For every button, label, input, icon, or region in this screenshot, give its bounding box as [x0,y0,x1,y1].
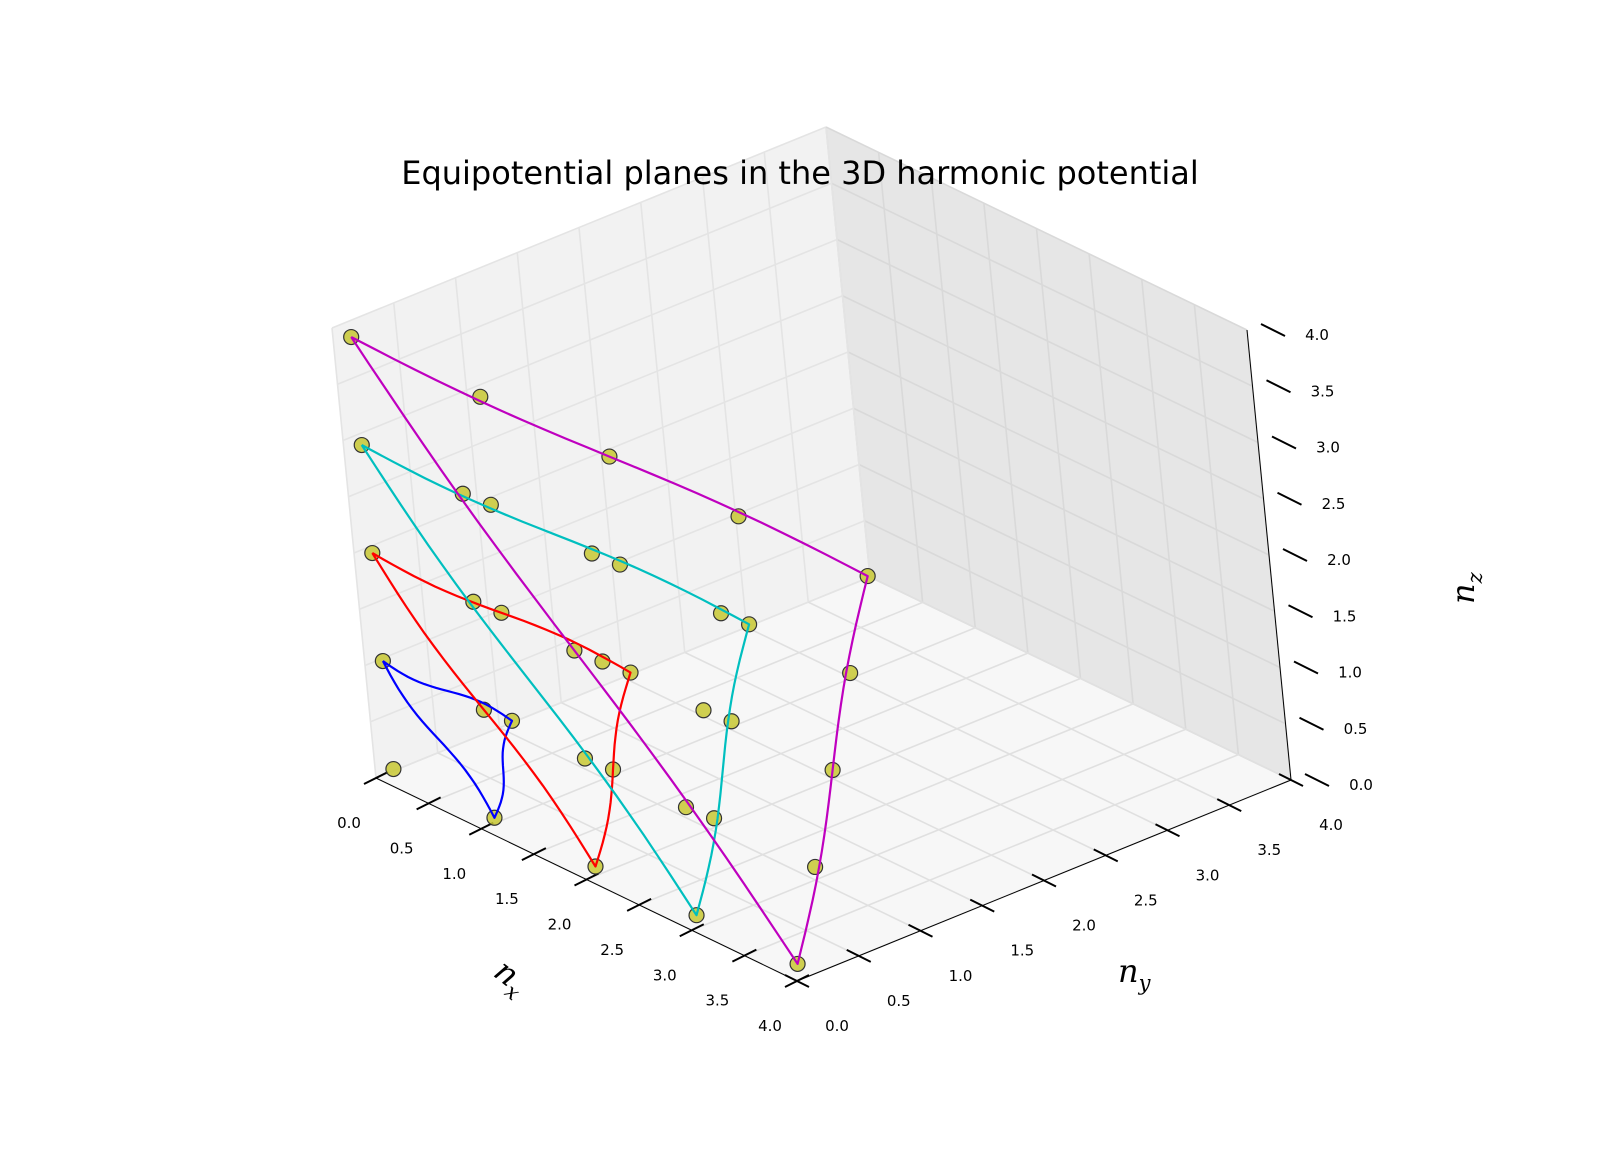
x-tick [731,948,757,963]
y-tick-label: 0.5 [887,992,911,1010]
y-tick [1031,873,1057,888]
z-tick [1288,604,1313,619]
y-tick [908,923,933,938]
y-tick-label: 0.0 [825,1017,849,1035]
grid-line [701,177,748,628]
z-tick [1260,323,1286,337]
grid-line [836,238,1259,444]
grid-line [342,238,838,442]
grid-line [763,152,810,603]
grid-line [337,182,832,385]
grid-line [638,703,1134,906]
grid-line [807,601,1230,806]
y-tick [1093,848,1119,863]
y-tick-label: 1.5 [1010,942,1034,960]
grid-line [1088,253,1134,704]
y-tick-label: 2.0 [1072,917,1096,935]
y-tick [1278,773,1304,787]
z-tick-label: 2.5 [1322,495,1346,513]
tick-marks: 0.0 0.0 0.0 0.5 0.5 0.5 1.0 1.0 1.0 1.5 1.5 1.5 2.0 2… [337,323,1373,1035]
grid-line [825,126,871,578]
x-tick [521,847,547,862]
z-tick [1277,491,1302,506]
x-tick-label: 4.0 [758,1017,782,1035]
grid-line [331,126,827,329]
grid-line [825,126,1248,331]
z-tick [1271,435,1297,450]
z-tick-label: 0.5 [1344,720,1368,738]
x-tick-label: 3.5 [705,992,729,1010]
grid-line [622,676,1045,882]
x-axis-label: nx [484,951,536,1005]
x-tick-label: 2.0 [548,916,572,934]
grid-line [744,753,1239,957]
y-tick [969,898,995,913]
plot-content [343,328,876,973]
z-tick-label: 0.0 [1349,776,1373,794]
data-point [385,760,402,778]
axis-panes [332,127,1291,981]
z-tick [1304,773,1330,787]
x-tick-label: 1.5 [495,890,519,908]
equipotential-plane-line [360,444,751,917]
z-tick [1282,548,1308,562]
z-tick-label: 3.0 [1316,439,1340,457]
x-tick-label: 2.5 [600,941,624,959]
grid-line [869,576,1292,781]
grid-line [847,351,1270,556]
x-tick [468,821,494,836]
grid-line [348,295,843,498]
x-tick [784,974,810,988]
x-tick [574,872,599,887]
grid-line [684,651,1107,857]
x-tick-label: 1.0 [442,865,466,883]
z-tick-label: 3.5 [1311,382,1335,400]
x-tick [679,923,705,938]
z-tick [1293,660,1319,675]
y-tick [1155,823,1180,838]
x-tick [626,897,652,912]
z-axis-line [1246,329,1292,781]
grid-line [639,202,686,653]
x-tick-label: 0.5 [390,839,414,857]
equipotential-plane-line [371,552,632,868]
y-tick-label: 3.5 [1257,841,1281,859]
z-tick-label: 1.5 [1333,607,1357,625]
grid-line [842,295,1264,500]
y-tick-label: 1.0 [949,967,973,985]
equipotential-plane-line [381,660,514,819]
z-tick [1299,716,1324,731]
grid-line [1140,279,1187,730]
data-point [695,702,712,719]
y-tick [1216,798,1242,813]
z-tick-label: 4.0 [1305,326,1329,344]
x-tick [363,771,389,785]
x-tick [416,796,442,811]
y-tick-label: 2.5 [1134,891,1158,909]
equipotential-plane-line [350,336,869,965]
z-axis-label: nz [1444,571,1487,604]
grid-line [831,182,1253,387]
z-tick-label: 2.0 [1327,551,1351,569]
chart-title: Equipotential planes in the 3D harmonic … [401,154,1199,192]
grid-line [1193,304,1240,755]
y-tick [846,948,872,963]
z-tick [1266,379,1291,394]
y-axis-label: ny [1118,952,1152,995]
z-tick-label: 1.0 [1338,664,1362,682]
grid-line [691,728,1187,931]
y-tick-label: 4.0 [1319,816,1343,834]
grid-line [746,626,1168,831]
x-tick-label: 0.0 [337,814,361,832]
y-tick-label: 3.0 [1196,866,1220,884]
x-tick-label: 3.0 [653,966,677,984]
